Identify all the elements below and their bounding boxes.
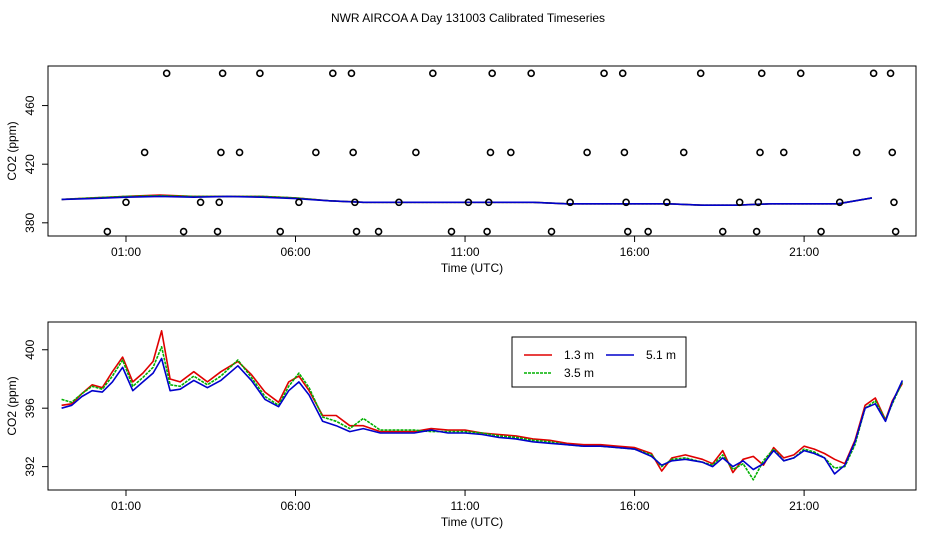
- calibration-point: [623, 227, 632, 236]
- legend-label: 5.1 m: [646, 348, 676, 362]
- y-tick-label: 392: [23, 456, 37, 476]
- y-axis-label: CO2 (ppm): [5, 121, 19, 180]
- x-axis-label: Time (UTC): [441, 261, 503, 275]
- legend-box: [511, 336, 687, 388]
- calibration-point: [620, 148, 629, 157]
- calibration-point: [464, 198, 473, 207]
- calibration-point: [679, 148, 688, 157]
- calibration-point: [351, 198, 359, 207]
- calibration-point: [349, 148, 357, 157]
- x-tick-label: 21:00: [789, 499, 819, 513]
- y-tick-label: 420: [23, 154, 37, 174]
- calibration-point: [835, 198, 844, 207]
- calibration-point: [583, 148, 591, 157]
- calibration-point: [618, 69, 627, 78]
- calibration-point: [752, 227, 761, 236]
- calibration-point: [486, 148, 495, 157]
- calibration-point: [256, 69, 264, 78]
- series-line-3-5-m: [61, 345, 904, 481]
- legend-label: 1.3 m: [564, 348, 594, 362]
- y-tick-label: 460: [23, 95, 37, 115]
- calibration-point: [196, 198, 205, 207]
- y-tick-label: 380: [23, 212, 37, 232]
- calibration-point: [817, 227, 825, 236]
- calibration-point: [329, 69, 337, 78]
- series-line-5-1-m: [61, 357, 904, 475]
- calibration-point: [888, 148, 897, 157]
- calibration-point: [869, 69, 878, 78]
- bottom-panel: 01:00 06:00 11:00 16:00 21:00 392 396 400 Time (…: [5, 321, 917, 529]
- calibration-point: [215, 198, 224, 207]
- calibration-point: [622, 198, 630, 207]
- x-tick-label: 11:00: [450, 245, 479, 259]
- calibration-point: [566, 198, 574, 207]
- calibration-point: [779, 148, 788, 157]
- calibration-point: [891, 227, 900, 236]
- calibration-point: [213, 227, 222, 236]
- calibration-point: [852, 148, 861, 157]
- calibration-point: [488, 69, 496, 78]
- top-panel: 01:00 06:00 11:00 16:00 21:00 380 420 460 Time (…: [5, 65, 917, 275]
- calibration-point: [886, 69, 895, 78]
- x-tick-label: 16:00: [620, 499, 650, 513]
- calibration-point: [218, 69, 227, 78]
- calibration-point: [547, 227, 556, 236]
- calibration-point: [395, 198, 403, 207]
- x-tick-label: 06:00: [281, 245, 311, 259]
- x-tick-label: 11:00: [450, 499, 479, 513]
- calibration-point: [756, 148, 764, 157]
- calibration-point: [412, 148, 420, 157]
- calibration-point: [484, 198, 493, 207]
- calibration-point: [662, 198, 671, 207]
- calibration-point: [122, 198, 130, 207]
- calibration-point: [507, 148, 515, 157]
- x-tick-label: 01:00: [111, 245, 141, 259]
- legend: 1.3 m 5.1 m 3.5 m: [511, 336, 687, 388]
- y-axis-label: CO2 (ppm): [5, 376, 19, 435]
- calibration-point: [644, 227, 652, 236]
- calibration-point: [312, 148, 320, 157]
- calibration-point: [890, 198, 898, 207]
- calibration-point: [754, 198, 763, 207]
- calibration-point: [483, 227, 491, 236]
- calibration-point: [696, 69, 705, 78]
- figure-title: NWR AIRCOA A Day 131003 Calibrated Times…: [331, 11, 605, 25]
- calibration-point: [796, 69, 805, 78]
- calibration-point: [162, 69, 171, 78]
- calibration-point: [140, 148, 149, 157]
- calibration-point: [347, 69, 356, 78]
- calibration-point: [276, 227, 285, 236]
- calibration-point: [718, 227, 727, 236]
- legend-label: 3.5 m: [564, 366, 594, 380]
- x-tick-label: 16:00: [620, 245, 650, 259]
- calibration-point: [295, 198, 303, 207]
- x-axis-label: Time (UTC): [441, 515, 503, 529]
- calibration-point: [103, 227, 112, 236]
- y-tick-label: 400: [23, 339, 37, 359]
- calibration-point: [179, 227, 188, 236]
- calibration-point: [235, 148, 244, 157]
- calibration-point: [429, 69, 437, 78]
- x-tick-label: 21:00: [789, 245, 819, 259]
- x-tick-label: 01:00: [111, 499, 141, 513]
- calibration-point: [757, 69, 766, 78]
- calibration-point: [735, 198, 744, 207]
- calibration-point: [447, 227, 456, 236]
- calibration-point: [352, 227, 361, 236]
- calibration-point: [600, 69, 608, 78]
- x-tick-label: 06:00: [281, 499, 311, 513]
- plot-frame: [47, 65, 917, 237]
- calibration-point: [217, 148, 225, 157]
- calibration-point: [374, 227, 383, 236]
- calibration-point: [527, 69, 535, 78]
- y-tick-label: 396: [23, 398, 37, 418]
- plot-frame: [47, 321, 917, 491]
